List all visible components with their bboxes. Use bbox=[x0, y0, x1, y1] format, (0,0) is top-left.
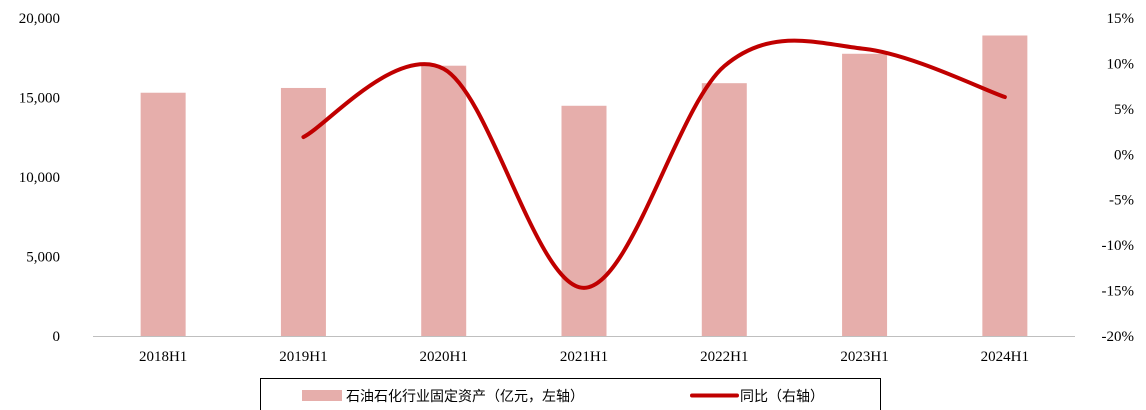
bar-2018H1 bbox=[140, 92, 186, 336]
right-tick-label: -15% bbox=[1102, 284, 1135, 300]
right-axis-ticks: -20% -15% -10% -5% 0% 5% 10% 15% bbox=[1102, 11, 1135, 345]
right-tick-label: 5% bbox=[1114, 102, 1134, 118]
x-tick-label: 2023H1 bbox=[840, 349, 888, 365]
left-tick-label: 20,000 bbox=[19, 11, 60, 27]
bar-2019H1 bbox=[280, 87, 326, 337]
bar-2021H1 bbox=[561, 105, 607, 336]
x-axis-ticks: 2018H1 2019H1 2020H1 2021H1 2022H1 2023H1 2024… bbox=[139, 349, 1029, 365]
left-tick-label: 0 bbox=[53, 329, 61, 345]
x-tick-label: 2020H1 bbox=[420, 349, 468, 365]
bar-series bbox=[140, 35, 1028, 337]
legend-line-label: 同比（右轴） bbox=[740, 389, 824, 405]
bar-2020H1 bbox=[421, 65, 467, 336]
x-tick-label: 2019H1 bbox=[279, 349, 327, 365]
x-tick-label: 2022H1 bbox=[700, 349, 748, 365]
legend-bar-label: 石油石化行业固定资产（亿元，左轴） bbox=[346, 389, 584, 405]
left-tick-label: 10,000 bbox=[19, 170, 60, 186]
right-tick-label: 15% bbox=[1107, 11, 1135, 27]
right-tick-label: -5% bbox=[1109, 193, 1134, 209]
bar-2024H1 bbox=[982, 35, 1028, 337]
right-tick-label: -10% bbox=[1102, 238, 1135, 254]
right-tick-label: -20% bbox=[1102, 329, 1135, 345]
x-tick-label: 2021H1 bbox=[560, 349, 608, 365]
legend-box bbox=[260, 378, 881, 410]
legend: 石油石化行业固定资产（亿元，左轴） 同比（右轴） bbox=[260, 378, 881, 410]
left-axis-ticks: 0 5,000 10,000 15,000 20,000 bbox=[19, 11, 60, 345]
yoy-line bbox=[301, 38, 1007, 290]
left-tick-label: 15,000 bbox=[19, 91, 60, 107]
x-tick-label: 2024H1 bbox=[981, 349, 1029, 365]
left-tick-label: 5,000 bbox=[26, 250, 60, 266]
legend-bar-swatch bbox=[302, 390, 342, 401]
bar-2023H1 bbox=[842, 53, 888, 337]
bar-2022H1 bbox=[701, 83, 747, 336]
right-tick-label: 0% bbox=[1114, 147, 1134, 163]
right-tick-label: 10% bbox=[1107, 56, 1135, 72]
x-tick-label: 2018H1 bbox=[139, 349, 187, 365]
